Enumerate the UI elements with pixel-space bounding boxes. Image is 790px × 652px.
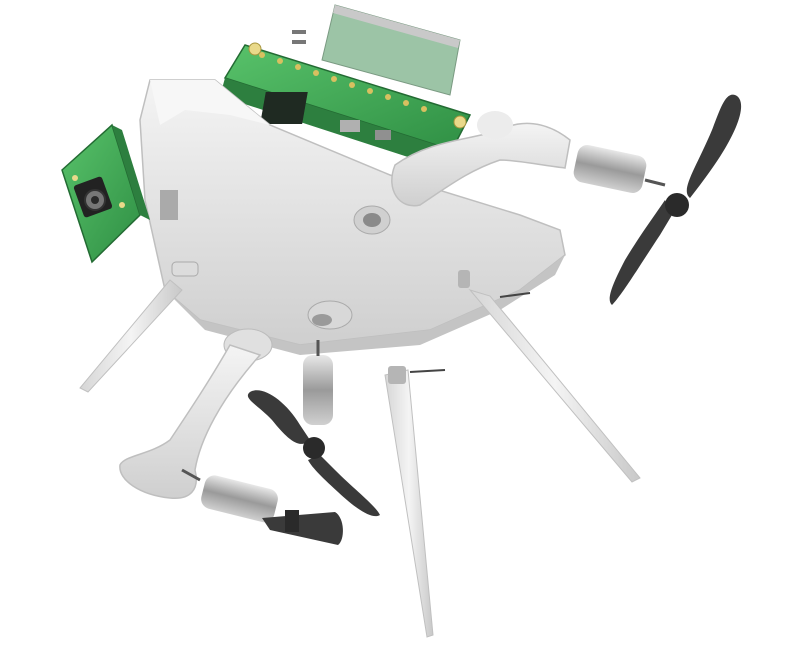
motor-right — [573, 144, 666, 194]
main-body — [139, 79, 566, 355]
propeller-left — [262, 510, 343, 545]
side-slot — [160, 190, 178, 220]
leg-center — [384, 366, 446, 638]
arm-left — [119, 328, 273, 499]
ribbon-cable — [292, 4, 461, 96]
motor-left — [181, 468, 278, 523]
leg-right — [468, 289, 641, 483]
arm-right — [391, 111, 571, 207]
bottom-port — [307, 300, 353, 330]
camera-module — [61, 123, 150, 264]
propeller-center — [247, 390, 380, 517]
motor-center — [303, 340, 333, 425]
leg-left — [79, 261, 199, 393]
propeller-right — [609, 94, 742, 305]
chip — [260, 92, 308, 124]
